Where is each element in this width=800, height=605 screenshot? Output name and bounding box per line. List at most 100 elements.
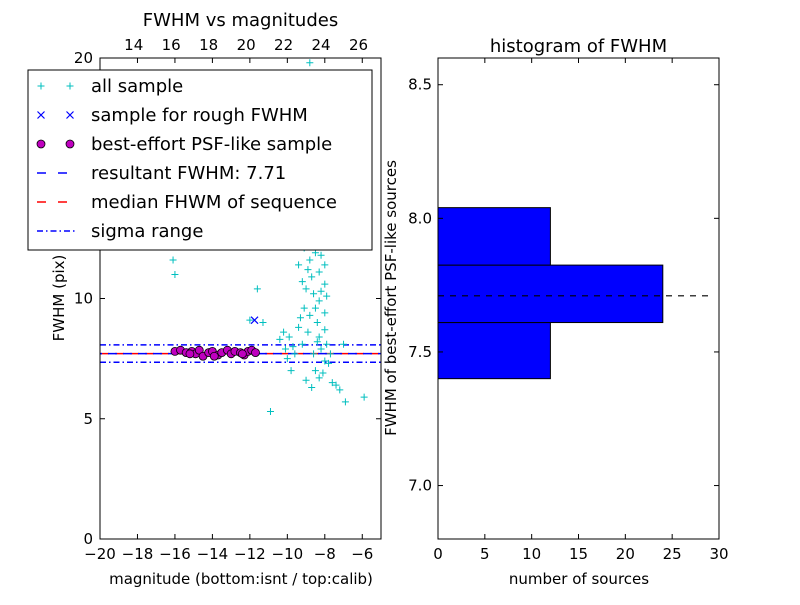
right-y-axis-label: FWHM of best-effort PSF-like sources <box>382 160 400 436</box>
top-tick-label: 14 <box>124 36 143 54</box>
all-sample-point <box>313 319 321 327</box>
all-sample-point <box>289 343 297 351</box>
all-sample-point <box>315 297 323 305</box>
all-sample-point <box>295 323 303 331</box>
legend-entry-label: resultant FWHM: 7.71 <box>91 163 286 184</box>
all-sample-point <box>285 333 293 341</box>
all-sample-point <box>319 369 327 377</box>
all-sample-point <box>328 379 336 387</box>
all-sample-point <box>315 268 323 276</box>
top-tick-label: 16 <box>162 36 181 54</box>
all-sample-point <box>302 285 310 293</box>
all-sample-point <box>253 285 261 293</box>
psf-sample-point <box>251 348 260 358</box>
hist-x-tick-label: 15 <box>569 545 588 563</box>
all-sample-point <box>171 270 179 278</box>
all-sample-point <box>326 350 334 358</box>
x-tick-label: −20 <box>84 545 116 563</box>
legend-swatch <box>66 111 74 119</box>
all-sample-point <box>336 386 344 394</box>
hist-y-tick-label: 7.5 <box>408 343 432 361</box>
hist-x-tick-label: 0 <box>433 545 443 563</box>
top-tick-label: 22 <box>274 36 293 54</box>
all-sample-point <box>298 278 306 286</box>
top-tick-label: 26 <box>349 36 368 54</box>
top-tick-label: 18 <box>199 36 218 54</box>
all-sample-point <box>323 292 331 300</box>
hist-y-tick-label: 8.5 <box>408 76 432 94</box>
all-sample-point <box>315 374 323 382</box>
x-tick-label: −8 <box>314 545 336 563</box>
all-sample-point <box>321 326 329 334</box>
y-tick-label: 5 <box>83 410 93 428</box>
x-tick-label: −12 <box>234 545 266 563</box>
all-sample-point <box>280 328 288 336</box>
hist-y-tick-label: 8.0 <box>408 209 432 227</box>
y-tick-label: 0 <box>83 530 93 548</box>
all-sample-point <box>360 393 368 401</box>
all-sample-point <box>281 345 289 353</box>
x-tick-label: −16 <box>159 545 191 563</box>
right-x-axis-label: number of sources <box>509 570 649 588</box>
histogram-bar <box>437 322 551 380</box>
legend-box <box>27 69 373 251</box>
legend-swatch <box>37 82 45 90</box>
all-sample-point <box>300 304 308 312</box>
all-sample-point <box>311 367 319 375</box>
all-sample-point <box>266 408 274 416</box>
all-sample-point <box>313 338 321 346</box>
legend <box>27 69 373 251</box>
all-sample-point <box>341 398 349 406</box>
all-sample-point <box>169 256 177 264</box>
all-sample-point <box>306 256 314 264</box>
all-sample-point <box>276 335 284 343</box>
all-sample-point <box>332 381 340 389</box>
y-tick-label: 20 <box>74 49 93 67</box>
legend-entry-label: sample for rough FWHM <box>91 105 308 126</box>
all-sample-point <box>321 357 329 365</box>
left-y-axis-label: FWHM (pix) <box>50 255 68 342</box>
all-sample-point <box>304 266 312 274</box>
legend-entry-label: best-effort PSF-like sample <box>91 134 332 155</box>
legend-entry-label: sigma range <box>91 221 203 242</box>
all-sample-point <box>296 314 304 322</box>
histogram-bar <box>437 264 664 324</box>
all-sample-point <box>283 355 291 363</box>
all-sample-point <box>317 287 325 295</box>
top-tick-label: 24 <box>312 36 331 54</box>
x-tick-label: −14 <box>197 545 229 563</box>
legend-swatch <box>65 139 75 149</box>
hist-x-tick-label: 5 <box>480 545 490 563</box>
all-sample-point <box>317 251 325 259</box>
legend-entry-label: median FHWM of sequence <box>91 192 337 213</box>
legend-entry-label: all sample <box>91 76 183 97</box>
psf-sample-point <box>237 349 247 359</box>
all-sample-point <box>259 319 267 327</box>
x-tick-label: −10 <box>272 545 304 563</box>
histogram-bar <box>437 207 551 266</box>
left-chart-title: FWHM vs magnitudes <box>143 10 338 31</box>
hist-x-tick-label: 30 <box>709 545 728 563</box>
right-chart-title: histogram of FWHM <box>490 36 667 57</box>
all-sample-point <box>323 340 331 348</box>
all-sample-point <box>321 261 329 269</box>
x-tick-label: −6 <box>351 545 373 563</box>
all-sample-point <box>321 309 329 317</box>
all-sample-point <box>321 280 329 288</box>
left-x-axis-label: magnitude (bottom:isnt / top:calib) <box>109 570 373 588</box>
all-sample-point <box>315 333 323 341</box>
all-sample-point <box>302 376 310 384</box>
all-sample-point <box>291 350 299 358</box>
all-sample-point <box>340 340 348 348</box>
hist-x-tick-label: 10 <box>522 545 541 563</box>
y-tick-label: 10 <box>74 290 93 308</box>
legend-swatch <box>37 111 45 119</box>
all-sample-point <box>306 311 314 319</box>
all-sample-point <box>311 304 319 312</box>
psf-sample-point <box>185 349 195 359</box>
all-sample-point <box>306 59 314 67</box>
legend-swatch <box>66 82 74 90</box>
all-sample-point <box>308 383 316 391</box>
